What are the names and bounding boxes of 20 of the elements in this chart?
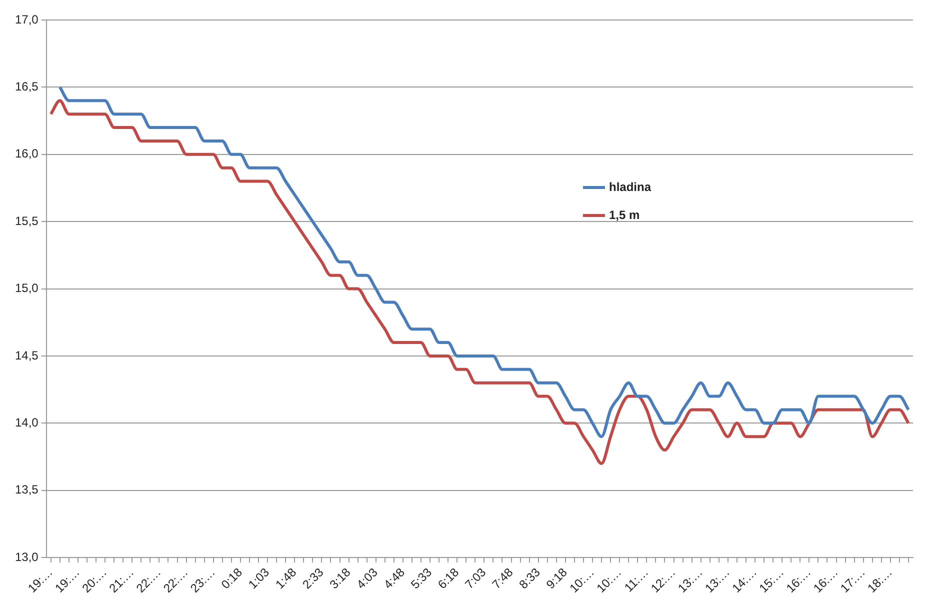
y-tick-label: 13,0 bbox=[14, 550, 39, 564]
x-tick-label: 4:03 bbox=[354, 564, 381, 592]
y-tick-label: 14,5 bbox=[14, 348, 39, 362]
y-tick-label: 13,5 bbox=[14, 482, 39, 497]
x-tick-label: 0:18 bbox=[218, 564, 246, 592]
x-tick-label: 5:33 bbox=[408, 564, 435, 592]
y-tick-label: 16,0 bbox=[14, 146, 39, 161]
x-tick-label: 4:48 bbox=[380, 564, 408, 592]
legend-label: hladina bbox=[609, 180, 652, 194]
y-tick-label: 14,0 bbox=[14, 415, 39, 430]
legend-label: 1,5 m bbox=[609, 208, 640, 222]
x-tick-label: 6:18 bbox=[435, 564, 462, 592]
x-tick-label: 7:03 bbox=[462, 564, 489, 592]
x-tick-label: 3:18 bbox=[326, 564, 354, 592]
x-tick-label: 8:33 bbox=[516, 564, 544, 592]
y-tick-label: 15,0 bbox=[14, 281, 39, 296]
y-tick-label: 16,5 bbox=[14, 80, 39, 94]
x-tick-label: 7:48 bbox=[489, 564, 516, 592]
y-tick-label: 17,0 bbox=[14, 12, 39, 26]
y-tick-label: 15,5 bbox=[14, 214, 39, 228]
